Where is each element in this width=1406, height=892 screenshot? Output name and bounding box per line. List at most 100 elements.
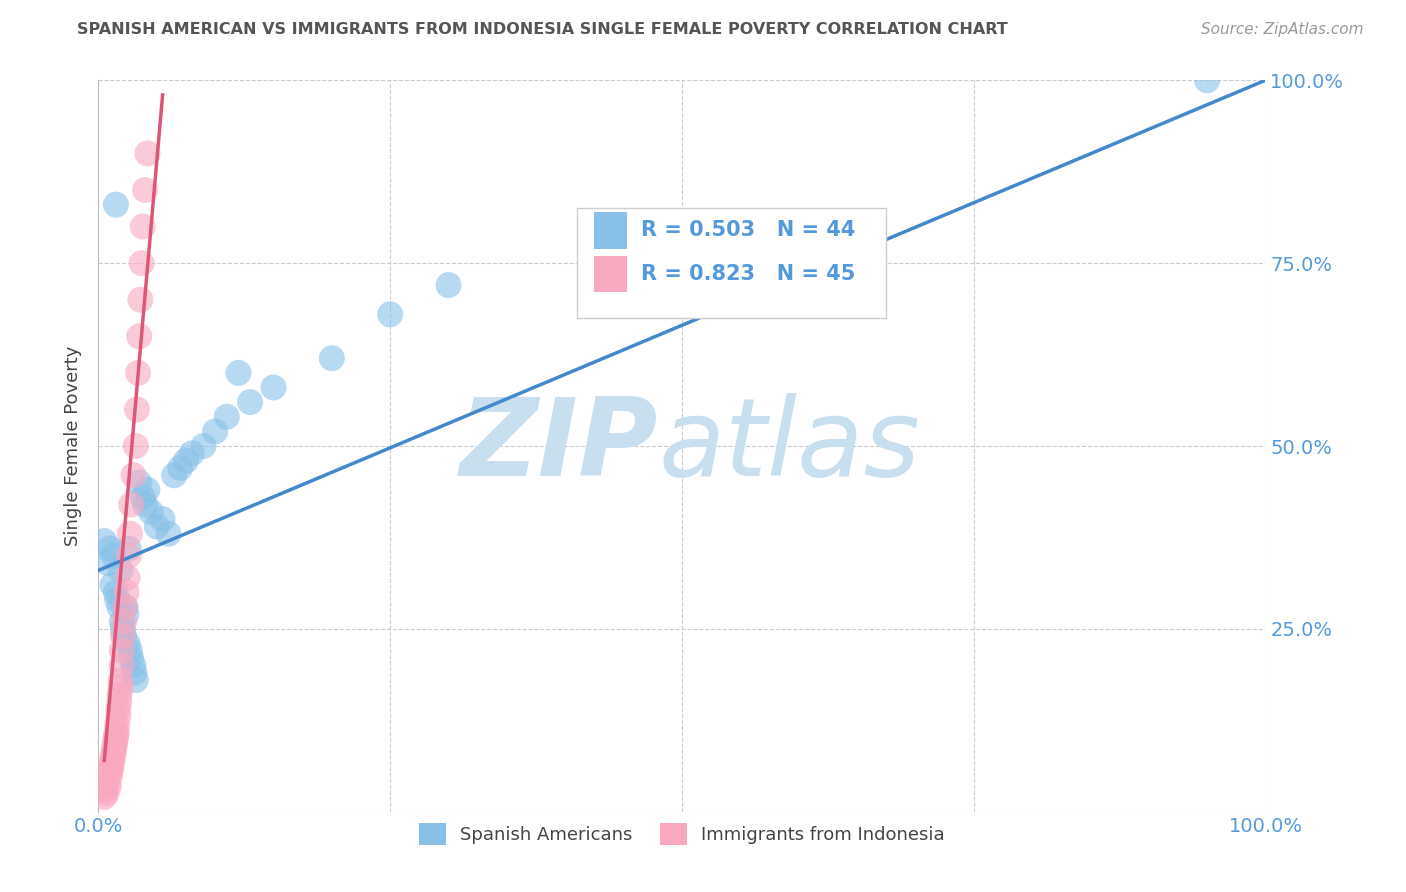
Point — [97, 779, 120, 793]
Point — [97, 556, 120, 570]
Point — [118, 644, 141, 658]
Text: Source: ZipAtlas.com: Source: ZipAtlas.com — [1201, 22, 1364, 37]
Point — [174, 453, 197, 467]
Point — [111, 622, 134, 636]
Point — [132, 490, 155, 504]
Point — [152, 512, 174, 526]
Point — [118, 541, 141, 556]
Point — [111, 615, 134, 629]
Point — [321, 351, 343, 366]
Point — [122, 468, 145, 483]
Point — [239, 395, 262, 409]
Point — [108, 688, 131, 702]
Point — [98, 541, 121, 556]
Point — [101, 578, 124, 592]
Text: R = 0.503   N = 44: R = 0.503 N = 44 — [641, 220, 855, 240]
Text: ZIP: ZIP — [460, 393, 658, 499]
Point — [132, 219, 155, 234]
Point — [100, 757, 122, 772]
Point — [97, 775, 120, 789]
Point — [125, 673, 148, 687]
Point — [117, 636, 139, 650]
Point — [94, 782, 117, 797]
Point — [139, 505, 162, 519]
Point — [228, 366, 250, 380]
Point — [112, 615, 135, 629]
Point — [110, 681, 132, 695]
Point — [437, 278, 460, 293]
Point — [157, 526, 180, 541]
Point — [129, 293, 152, 307]
Point — [125, 402, 148, 417]
Legend: Spanish Americans, Immigrants from Indonesia: Spanish Americans, Immigrants from Indon… — [412, 816, 952, 853]
Point — [122, 658, 145, 673]
Point — [104, 585, 127, 599]
Point — [114, 599, 136, 614]
Point — [134, 498, 156, 512]
Point — [118, 526, 141, 541]
Point — [100, 761, 122, 775]
Point — [111, 629, 134, 643]
Point — [105, 592, 128, 607]
Point — [101, 754, 124, 768]
Bar — [595, 256, 627, 293]
Point — [98, 764, 121, 779]
Point — [98, 768, 121, 782]
Point — [131, 256, 153, 270]
Point — [108, 599, 131, 614]
Point — [204, 425, 226, 439]
Bar — [595, 212, 627, 249]
Point — [115, 585, 138, 599]
Point — [107, 709, 129, 723]
Point — [96, 787, 118, 801]
Point — [103, 549, 125, 563]
Point — [110, 563, 132, 577]
Point — [193, 439, 215, 453]
Point — [103, 746, 125, 760]
Point — [128, 475, 150, 490]
Point — [114, 599, 136, 614]
Point — [104, 728, 127, 742]
Point — [120, 498, 142, 512]
Point — [107, 702, 129, 716]
Text: SPANISH AMERICAN VS IMMIGRANTS FROM INDONESIA SINGLE FEMALE POVERTY CORRELATION : SPANISH AMERICAN VS IMMIGRANTS FROM INDO… — [77, 22, 1008, 37]
Point — [380, 307, 402, 321]
Text: R = 0.823   N = 45: R = 0.823 N = 45 — [641, 264, 855, 285]
Point — [104, 731, 127, 746]
Point — [134, 183, 156, 197]
Point — [103, 742, 125, 756]
Point — [124, 665, 146, 680]
FancyBboxPatch shape — [576, 209, 886, 318]
Point — [169, 461, 191, 475]
Point — [118, 549, 141, 563]
Point — [93, 790, 115, 805]
Point — [105, 724, 128, 739]
Point — [110, 673, 132, 687]
Point — [1195, 73, 1218, 87]
Point — [111, 644, 134, 658]
Text: atlas: atlas — [658, 393, 921, 499]
Point — [136, 146, 159, 161]
Point — [146, 519, 169, 533]
Point — [117, 571, 139, 585]
Point — [111, 658, 134, 673]
Point — [104, 197, 127, 211]
Point — [104, 739, 127, 753]
Point — [136, 483, 159, 497]
Y-axis label: Single Female Poverty: Single Female Poverty — [65, 346, 83, 546]
Point — [180, 446, 202, 460]
Point — [112, 629, 135, 643]
Point — [128, 329, 150, 343]
Point — [125, 439, 148, 453]
Point — [262, 380, 284, 394]
Point — [163, 468, 186, 483]
Point — [108, 695, 131, 709]
Point — [127, 366, 149, 380]
Point — [120, 651, 142, 665]
Point — [104, 735, 127, 749]
Point — [215, 409, 238, 424]
Point — [105, 717, 128, 731]
Point — [101, 749, 124, 764]
Point — [115, 607, 138, 622]
Point — [93, 534, 115, 549]
